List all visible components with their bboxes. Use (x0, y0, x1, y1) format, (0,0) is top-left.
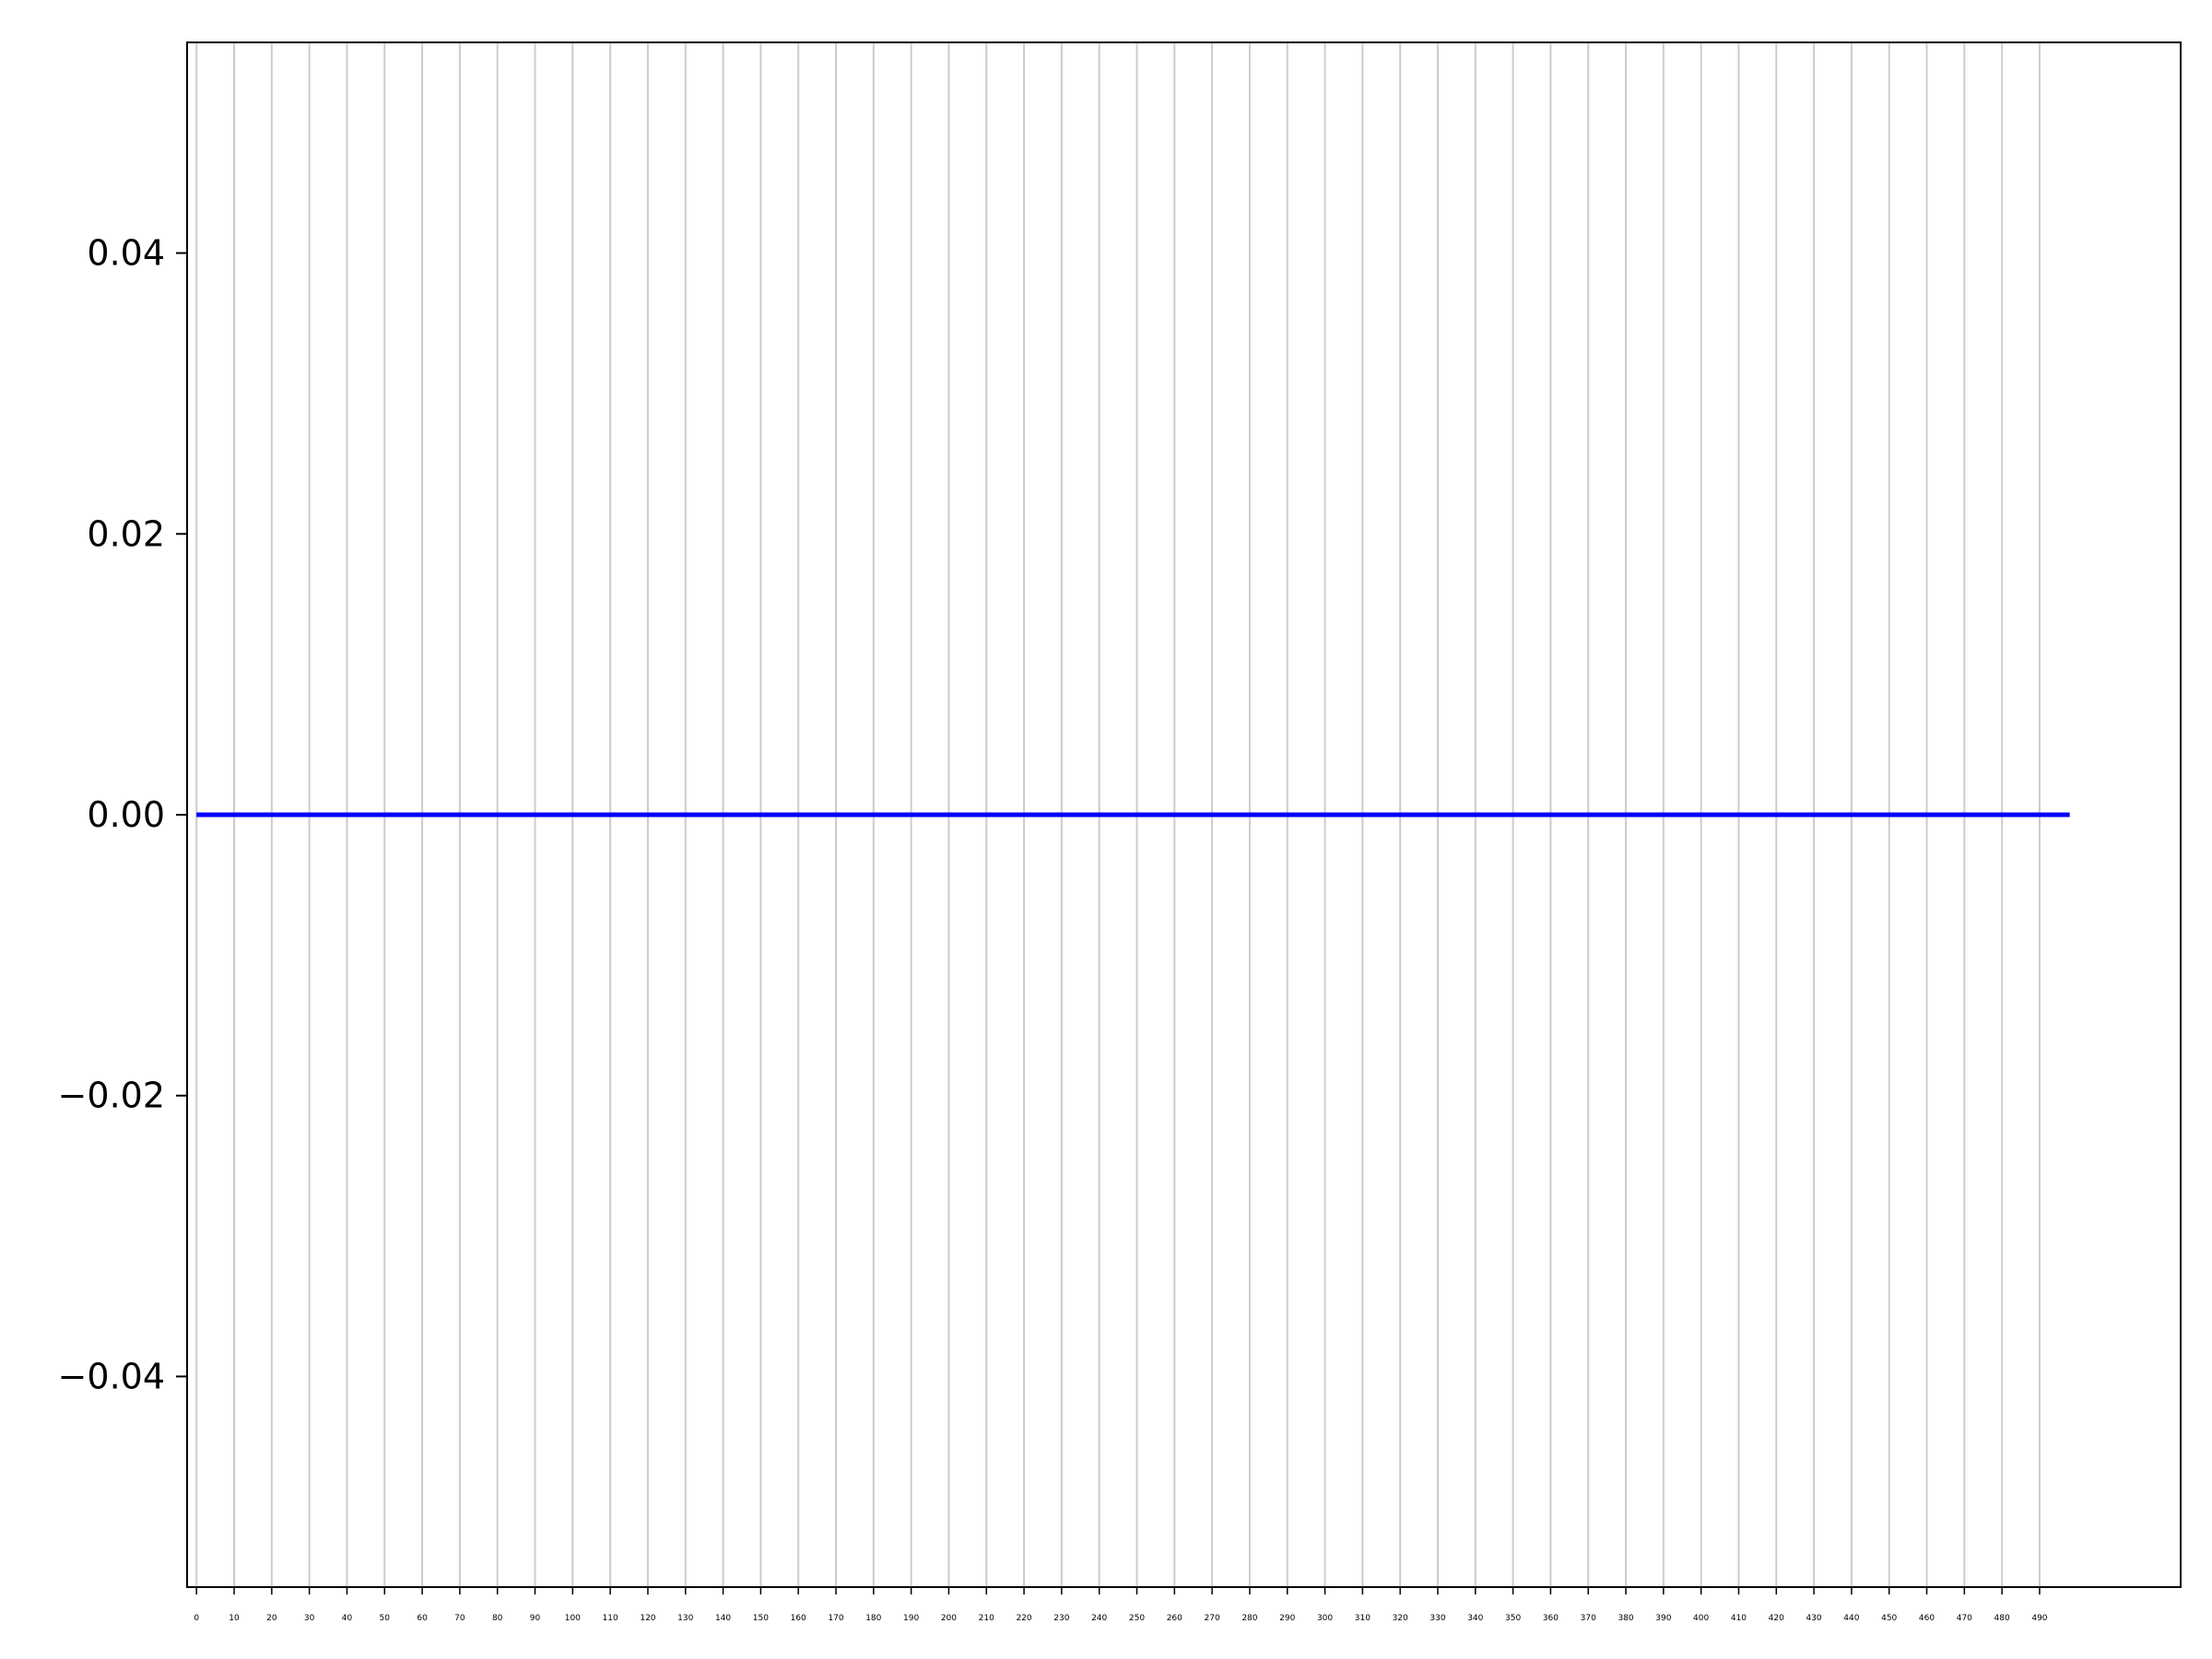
x-tick-label: 90 (530, 1614, 541, 1623)
x-tick-label: 300 (1317, 1614, 1333, 1623)
x-tick-label: 270 (1205, 1614, 1220, 1623)
x-tick-label: 400 (1693, 1614, 1709, 1623)
x-tick-label: 450 (1881, 1614, 1897, 1623)
x-tick-label: 40 (342, 1614, 353, 1623)
y-tick-label: 0.00 (87, 794, 165, 835)
x-tick-label: 320 (1393, 1614, 1408, 1623)
x-tick-label: 0 (194, 1614, 199, 1623)
x-tick-label: 260 (1167, 1614, 1182, 1623)
x-tick-label: 250 (1129, 1614, 1145, 1623)
x-tick-label: 460 (1919, 1614, 1935, 1623)
x-tick-label: 470 (1957, 1614, 1972, 1623)
y-axis-ticks: −0.04 −0.02 0.00 0.02 0.04 (58, 233, 187, 1396)
x-tick-label: 80 (492, 1614, 503, 1623)
x-tick-label: 60 (417, 1614, 428, 1623)
x-tick-label: 330 (1430, 1614, 1445, 1623)
x-tick-label: 170 (828, 1614, 843, 1623)
x-tick-label: 210 (979, 1614, 994, 1623)
x-tick-label: 310 (1355, 1614, 1371, 1623)
y-tick-label: −0.04 (58, 1356, 165, 1396)
x-tick-label: 280 (1241, 1614, 1257, 1623)
x-tick-label: 10 (229, 1614, 240, 1623)
x-tick-label: 110 (603, 1614, 618, 1623)
x-tick-label: 120 (640, 1614, 655, 1623)
x-tick-label: 440 (1843, 1614, 1859, 1623)
x-tick-label: 190 (903, 1614, 919, 1623)
x-tick-label: 370 (1581, 1614, 1596, 1623)
x-axis-ticks: 0 10 20 30 40 50 60 70 80 90 100 110 120 130 140 150 160… (194, 1587, 2048, 1623)
x-tick-label: 350 (1505, 1614, 1521, 1623)
x-tick-label: 420 (1769, 1614, 1784, 1623)
x-tick-label: 50 (380, 1614, 391, 1623)
x-tick-label: 430 (1806, 1614, 1821, 1623)
x-tick-label: 200 (941, 1614, 957, 1623)
y-tick-label: −0.02 (58, 1076, 165, 1116)
x-tick-label: 70 (454, 1614, 465, 1623)
x-tick-label: 220 (1016, 1614, 1031, 1623)
x-tick-label: 360 (1543, 1614, 1559, 1623)
x-tick-label: 100 (565, 1614, 581, 1623)
x-tick-label: 480 (1994, 1614, 2010, 1623)
y-tick-label: 0.02 (87, 513, 165, 554)
x-tick-label: 290 (1279, 1614, 1295, 1623)
x-tick-label: 490 (2031, 1614, 2047, 1623)
x-tick-label: 140 (715, 1614, 731, 1623)
y-tick-label: 0.04 (87, 233, 165, 274)
x-tick-label: 390 (1655, 1614, 1671, 1623)
x-tick-label: 160 (791, 1614, 806, 1623)
x-tick-label: 410 (1731, 1614, 1747, 1623)
x-tick-label: 240 (1091, 1614, 1107, 1623)
x-tick-label: 130 (677, 1614, 693, 1623)
x-tick-label: 180 (865, 1614, 881, 1623)
x-tick-label: 30 (304, 1614, 315, 1623)
x-tick-label: 340 (1467, 1614, 1483, 1623)
x-tick-label: 20 (266, 1614, 277, 1623)
x-tick-label: 380 (1618, 1614, 1633, 1623)
x-tick-label: 230 (1053, 1614, 1069, 1623)
x-tick-label: 150 (753, 1614, 769, 1623)
